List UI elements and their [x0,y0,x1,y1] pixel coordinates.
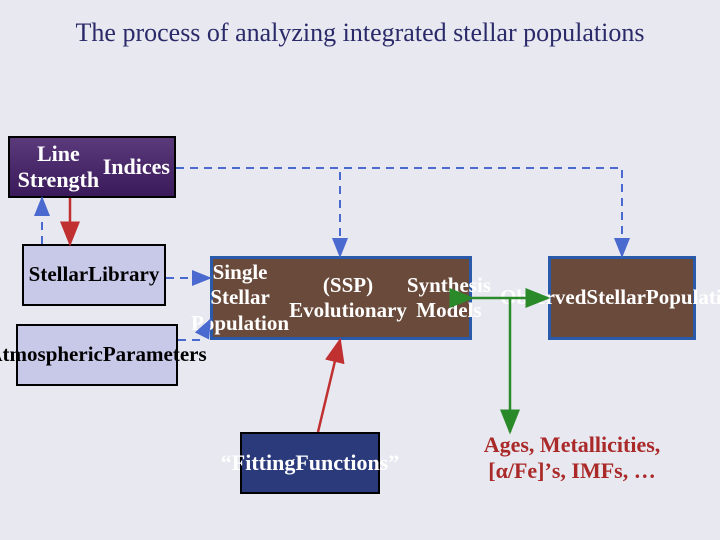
arrow-line-to-ssp [176,168,340,256]
arrow-line-to-observed [176,168,622,256]
box-fitting-functions: “FittingFunctions” [240,432,380,494]
box-ssp-models: Single Stellar Population(SSP) Evolution… [210,256,472,340]
arrow-fitting-to-ssp [318,340,340,432]
box-atmospheric-params: AtmosphericParameters [16,324,178,386]
box-stellar-library: StellarLibrary [22,244,166,306]
box-observed-population: ObservedStellarPopulation [548,256,696,340]
box-line-strength: Line StrengthIndices [8,136,176,198]
page-title: The process of analyzing integrated stel… [0,18,720,48]
output-results: Ages, Metallicities,[α/Fe]’s, IMFs, … [442,432,702,485]
